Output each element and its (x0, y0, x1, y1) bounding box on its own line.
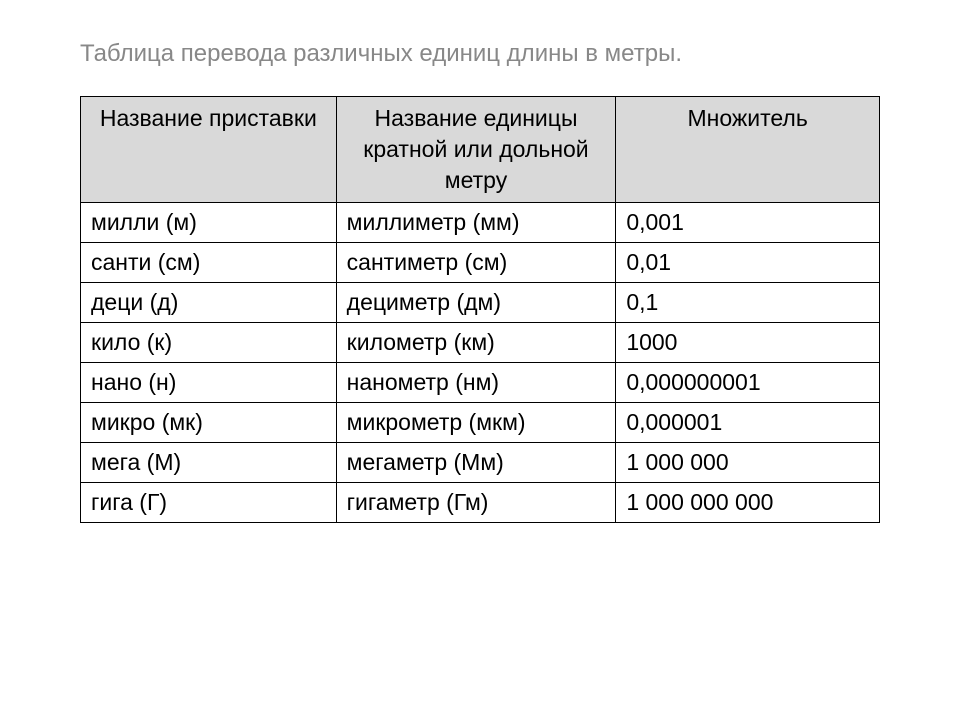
table-row: милли (м) миллиметр (мм) 0,001 (81, 203, 880, 243)
table-row: гига (Г) гигаметр (Гм) 1 000 000 000 (81, 483, 880, 523)
cell-prefix: милли (м) (81, 203, 337, 243)
cell-unit: миллиметр (мм) (336, 203, 616, 243)
table-row: мега (М) мегаметр (Мм) 1 000 000 (81, 443, 880, 483)
cell-prefix: нано (н) (81, 363, 337, 403)
cell-multiplier: 0,000001 (616, 403, 880, 443)
cell-unit: сантиметр (см) (336, 243, 616, 283)
cell-unit: дециметр (дм) (336, 283, 616, 323)
col-header-multiplier: Множитель (616, 97, 880, 203)
cell-unit: мегаметр (Мм) (336, 443, 616, 483)
table-row: деци (д) дециметр (дм) 0,1 (81, 283, 880, 323)
units-conversion-table: Название приставки Название единицы крат… (80, 96, 880, 523)
cell-multiplier: 0,1 (616, 283, 880, 323)
cell-prefix: микро (мк) (81, 403, 337, 443)
table-row: санти (см) сантиметр (см) 0,01 (81, 243, 880, 283)
cell-prefix: деци (д) (81, 283, 337, 323)
cell-unit: микрометр (мкм) (336, 403, 616, 443)
page-title: Таблица перевода различных единиц длины … (80, 40, 880, 68)
col-header-prefix: Название приставки (81, 97, 337, 203)
table-row: кило (к) километр (км) 1000 (81, 323, 880, 363)
cell-multiplier: 0,001 (616, 203, 880, 243)
cell-multiplier: 0,01 (616, 243, 880, 283)
cell-prefix: мега (М) (81, 443, 337, 483)
cell-prefix: кило (к) (81, 323, 337, 363)
cell-multiplier: 0,000000001 (616, 363, 880, 403)
col-header-unit: Название единицы кратной или дольной мет… (336, 97, 616, 203)
cell-prefix: санти (см) (81, 243, 337, 283)
cell-prefix: гига (Г) (81, 483, 337, 523)
table-header-row: Название приставки Название единицы крат… (81, 97, 880, 203)
cell-unit: километр (км) (336, 323, 616, 363)
cell-multiplier: 1 000 000 (616, 443, 880, 483)
cell-multiplier: 1 000 000 000 (616, 483, 880, 523)
cell-unit: нанометр (нм) (336, 363, 616, 403)
cell-unit: гигаметр (Гм) (336, 483, 616, 523)
cell-multiplier: 1000 (616, 323, 880, 363)
table-row: нано (н) нанометр (нм) 0,000000001 (81, 363, 880, 403)
table-row: микро (мк) микрометр (мкм) 0,000001 (81, 403, 880, 443)
